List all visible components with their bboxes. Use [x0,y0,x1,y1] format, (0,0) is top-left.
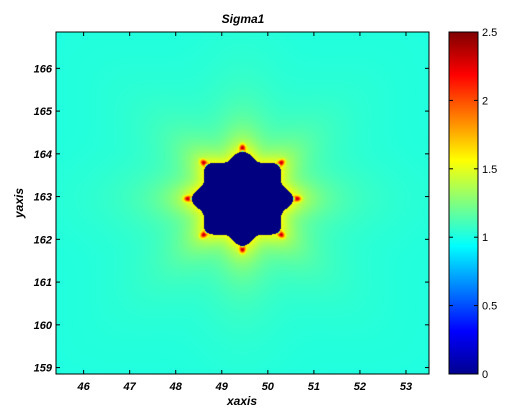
colorbar-tick-label: 1 [482,232,488,244]
colorbar-gradient [448,31,479,375]
colorbar-tick-label: 0.5 [482,301,497,313]
x-tick-label: 46 [77,381,91,393]
x-tick-label: 48 [169,381,183,393]
y-tick-label: 162 [34,234,52,246]
y-tick-label: 159 [34,363,53,375]
colorbar-tick-label: 1.5 [482,164,497,176]
colorbar-tick-label: 0 [482,369,488,381]
x-tick-label: 50 [262,381,275,393]
y-axis-ticks: 159 160 161 162 163 164 165 166 [34,63,429,375]
y-tick-label: 163 [34,192,52,204]
colorbar-tick-label: 2.5 [482,27,497,39]
y-tick-label: 161 [34,277,52,289]
x-axis-label: xaxis [226,394,257,408]
y-tick-label: 164 [34,149,52,161]
x-tick-label: 51 [308,381,320,393]
y-tick-label: 166 [34,63,53,75]
x-tick-label: 47 [123,381,137,393]
x-tick-label: 52 [354,381,366,393]
x-axis-ticks: 46 47 48 49 50 51 52 53 [77,32,412,393]
colorbar: 0 0.5 1 1.5 2 2.5 [448,27,497,381]
x-tick-label: 49 [215,381,229,393]
heatmap-canvas [56,32,429,374]
colorbar-ticks: 0 0.5 1 1.5 2 2.5 [449,27,497,381]
y-axis-label: yaxis [12,188,26,219]
chart-title: Sigma1 [222,12,265,26]
y-tick-label: 160 [34,320,53,332]
x-tick-label: 53 [400,381,412,393]
colorbar-tick-label: 2 [482,95,488,107]
y-tick-label: 165 [34,106,53,118]
plot-frame [55,31,430,375]
plot-area [55,31,430,375]
